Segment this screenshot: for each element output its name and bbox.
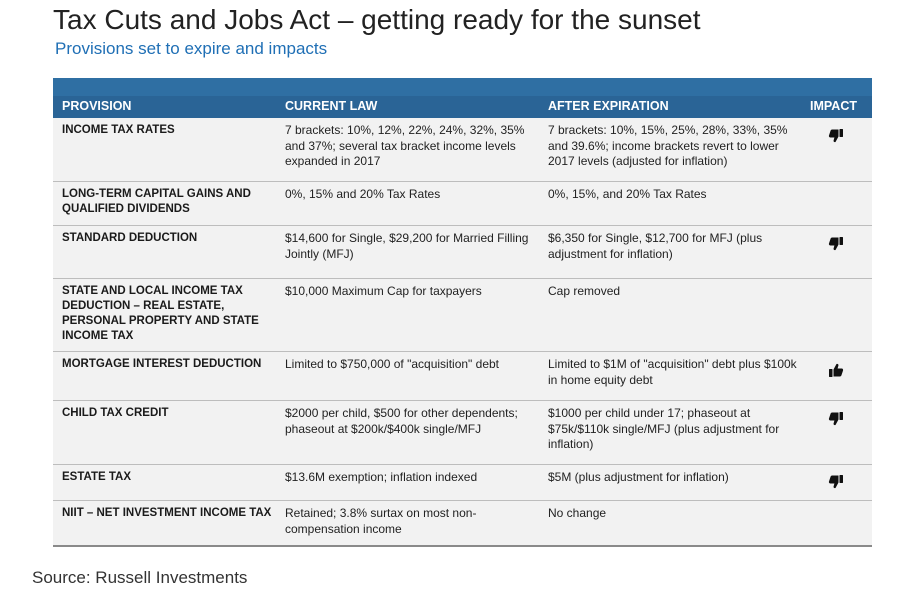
- impact-cell: [828, 236, 848, 252]
- provision-cell: STATE AND LOCAL INCOME TAX DEDUCTION – R…: [62, 285, 259, 342]
- current-law-cell: 0%, 15% and 20% Tax Rates: [285, 187, 441, 201]
- impact-cell: [828, 474, 848, 490]
- current-law-cell: Limited to $750,000 of "acquisition" deb…: [285, 357, 499, 371]
- current-law-cell: Retained; 3.8% surtax on most non-compen…: [285, 506, 477, 536]
- after-expiration-cell: Cap removed: [548, 284, 621, 298]
- table-row: STATE AND LOCAL INCOME TAX DEDUCTION – R…: [53, 278, 872, 351]
- thumbs-down-icon: [828, 128, 848, 144]
- thumbs-down-icon: [828, 474, 848, 490]
- page-subtitle: Provisions set to expire and impacts: [55, 39, 328, 58]
- table-row: LONG-TERM CAPITAL GAINS AND QUALIFIED DI…: [53, 181, 872, 225]
- provision-cell: NIIT – NET INVESTMENT INCOME TAX: [62, 507, 272, 519]
- current-law-cell: $2000 per child, $500 for other dependen…: [285, 406, 518, 436]
- table-row: STANDARD DEDUCTION $14,600 for Single, $…: [53, 225, 872, 278]
- table-bottom-rule: [53, 545, 872, 547]
- after-expiration-cell: 7 brackets: 10%, 15%, 25%, 28%, 33%, 35%…: [548, 123, 788, 168]
- table-row: ESTATE TAX $13.6M exemption; inflation i…: [53, 464, 872, 500]
- impact-cell: [828, 128, 848, 144]
- current-law-cell: $14,600 for Single, $29,200 for Married …: [285, 231, 529, 261]
- current-law-cell: 7 brackets: 10%, 12%, 22%, 24%, 32%, 35%…: [285, 123, 525, 168]
- header-after-expiration: AFTER EXPIRATION: [548, 99, 669, 113]
- provision-cell: INCOME TAX RATES: [62, 124, 175, 136]
- header-provision: PROVISION: [62, 99, 132, 113]
- after-expiration-cell: $6,350 for Single, $12,700 for MFJ (plus…: [548, 231, 763, 261]
- table-row: INCOME TAX RATES 7 brackets: 10%, 12%, 2…: [53, 118, 872, 181]
- after-expiration-cell: No change: [548, 506, 607, 520]
- table-row: NIIT – NET INVESTMENT INCOME TAX Retaine…: [53, 500, 872, 545]
- provision-cell: STANDARD DEDUCTION: [62, 232, 198, 244]
- impact-cell: [828, 362, 848, 378]
- table-top-bar: [53, 78, 872, 96]
- thumbs-down-icon: [828, 236, 848, 252]
- provision-cell: MORTGAGE INTEREST DEDUCTION: [62, 358, 262, 370]
- after-expiration-cell: 0%, 15%, and 20% Tax Rates: [548, 187, 707, 201]
- provision-cell: ESTATE TAX: [62, 471, 131, 483]
- thumbs-down-icon: [828, 411, 848, 427]
- thumbs-up-icon: [828, 362, 848, 378]
- provision-cell: CHILD TAX CREDIT: [62, 407, 169, 419]
- source-note: Source: Russell Investments: [32, 568, 248, 587]
- table-row: MORTGAGE INTEREST DEDUCTION Limited to $…: [53, 351, 872, 400]
- impact-cell: [828, 411, 848, 427]
- after-expiration-cell: Limited to $1M of "acquisition" debt plu…: [548, 357, 797, 387]
- current-law-cell: $13.6M exemption; inflation indexed: [285, 470, 478, 484]
- current-law-cell: $10,000 Maximum Cap for taxpayers: [285, 284, 482, 298]
- table-row: CHILD TAX CREDIT $2000 per child, $500 f…: [53, 400, 872, 464]
- provisions-table: PROVISION CURRENT LAW AFTER EXPIRATION I…: [53, 78, 872, 547]
- header-current-law: CURRENT LAW: [285, 99, 378, 113]
- header-impact: IMPACT: [810, 99, 857, 113]
- after-expiration-cell: $1000 per child under 17; phaseout at $7…: [548, 406, 780, 451]
- provision-cell: LONG-TERM CAPITAL GAINS AND QUALIFIED DI…: [62, 188, 251, 215]
- after-expiration-cell: $5M (plus adjustment for inflation): [548, 470, 729, 484]
- page-title: Tax Cuts and Jobs Act – getting ready fo…: [53, 4, 701, 35]
- table-header-row: PROVISION CURRENT LAW AFTER EXPIRATION I…: [53, 96, 872, 118]
